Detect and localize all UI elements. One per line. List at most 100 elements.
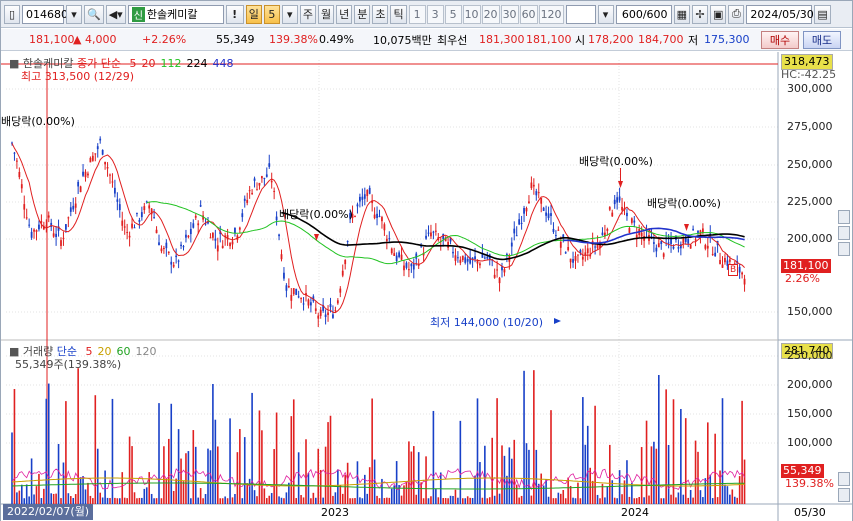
candle-body (278, 234, 280, 237)
stock-name-field[interactable]: 신 한솔케미칼 (127, 4, 224, 24)
interval-dropdown-icon[interactable]: ▾ (597, 4, 614, 24)
turnover-rate: 0.49% (319, 33, 354, 46)
data-count-input[interactable]: 600/600 (615, 4, 672, 24)
interval-button-30[interactable]: 30 (500, 4, 519, 24)
crosshair-icon[interactable]: ✢ (691, 4, 708, 24)
candle-body (334, 310, 337, 312)
sell-button[interactable]: 매도 (803, 31, 841, 49)
candle-body (606, 228, 609, 231)
candle-body (562, 234, 565, 239)
interval-button-20[interactable]: 20 (481, 4, 500, 24)
zoom-mid-button[interactable] (838, 226, 850, 240)
candle-body (121, 220, 124, 226)
interval-button-1[interactable]: 1 (408, 4, 426, 24)
interval-button-10[interactable]: 10 (462, 4, 481, 24)
candle-body (479, 263, 481, 266)
grid-settings-icon[interactable]: ▦ (673, 4, 690, 24)
buy-button[interactable]: 매수 (761, 31, 799, 49)
date-input[interactable]: 2024/05/30 (746, 4, 814, 24)
period-num-button[interactable]: 5 (263, 4, 280, 24)
candle-body (332, 314, 334, 318)
volume-bar (699, 490, 702, 504)
candle-body (47, 215, 50, 218)
candle-body (256, 189, 258, 191)
volume-bar (533, 370, 535, 504)
zoom-down-button[interactable] (838, 242, 850, 256)
chart-canvas[interactable] (1, 52, 852, 521)
volume-bar (638, 497, 640, 504)
interval-button-3[interactable]: 3 (426, 4, 444, 24)
period-second-button[interactable]: 초 (372, 4, 389, 24)
candle-body (30, 231, 33, 238)
search-icon[interactable]: 🔍 (84, 4, 104, 24)
speaker-icon[interactable]: ◀▾ (105, 4, 126, 24)
volume-bar (87, 482, 89, 504)
volume-zoom-down-button[interactable] (838, 488, 850, 502)
print-icon[interactable]: ⎙ (728, 4, 745, 24)
candle-body (192, 223, 195, 228)
interval-custom-input[interactable] (565, 4, 596, 24)
period-month-button[interactable]: 월 (317, 4, 335, 24)
stock-code-input[interactable]: 014680 (22, 4, 68, 24)
chart-area[interactable]: ■ 한솔케미칼 종가 단순 5 20 112 224 448 최고 313,500 (1… (1, 52, 852, 521)
volume-bar (555, 498, 557, 504)
period-week-button[interactable]: 주 (299, 4, 316, 24)
candle-body (138, 219, 141, 222)
volume-bar (94, 395, 97, 504)
candle-body (13, 152, 16, 154)
volume-bar (344, 474, 346, 504)
code-dropdown-icon[interactable]: ▾ (66, 4, 82, 24)
volume-zoom-up-button[interactable] (838, 472, 850, 486)
calendar-icon[interactable]: ▤ (814, 4, 831, 24)
open-label: 시 (575, 33, 586, 47)
volume-bar (366, 493, 369, 504)
price-ma-20: 20 (141, 57, 156, 70)
current-price-box: 181,100 (781, 259, 831, 273)
alert-button[interactable]: ! (225, 4, 244, 24)
x-label-2024: 2024 (621, 506, 649, 519)
period-day-button[interactable]: 일 (245, 4, 262, 24)
volume-bar (275, 412, 278, 504)
volume-bar (251, 392, 253, 504)
candle-body (145, 201, 148, 203)
candle-body (714, 252, 717, 257)
candle-body (133, 227, 136, 229)
volume-bar (148, 472, 150, 504)
volume-ma-long (11, 482, 745, 490)
period-dropdown-icon[interactable]: ▾ (281, 4, 298, 24)
layout-icon[interactable]: ▯ (4, 4, 20, 24)
price-tick: 200,000 (787, 232, 833, 245)
save-icon[interactable]: ▣ (709, 4, 727, 24)
volume-bar (604, 497, 606, 504)
candle-body (594, 246, 596, 248)
volume-bar (136, 498, 138, 504)
candle-body (403, 265, 405, 271)
high-price: 184,700 (638, 33, 684, 46)
volume-bar (349, 498, 351, 504)
volume-bar (528, 449, 530, 504)
interval-button-60[interactable]: 60 (519, 4, 538, 24)
period-year-button[interactable]: 년 (336, 4, 353, 24)
volume-bar (133, 492, 136, 504)
hc-readout: HC:-42.25 (781, 68, 837, 81)
price-tick: 300,000 (787, 82, 833, 95)
zoom-up-button[interactable] (838, 210, 850, 224)
volume-bar (119, 498, 121, 504)
candle-body (381, 217, 383, 222)
volume-bar (530, 495, 533, 504)
volume-bar (670, 494, 672, 504)
candle-body (175, 255, 178, 258)
volume-ma-short (11, 468, 745, 491)
interval-button-120[interactable]: 120 (538, 4, 564, 24)
volume-bar (631, 482, 633, 504)
candle-body (662, 253, 665, 257)
dividend-label-4: 배당락(0.00%) (1, 115, 75, 128)
interval-button-5[interactable]: 5 (444, 4, 462, 24)
candle-body (474, 256, 476, 260)
period-tick-button[interactable]: 틱 (390, 4, 407, 24)
volume-bar (506, 475, 508, 504)
volume-bar (390, 488, 393, 504)
volume-bar (128, 436, 131, 504)
period-minute-button[interactable]: 분 (354, 4, 371, 24)
